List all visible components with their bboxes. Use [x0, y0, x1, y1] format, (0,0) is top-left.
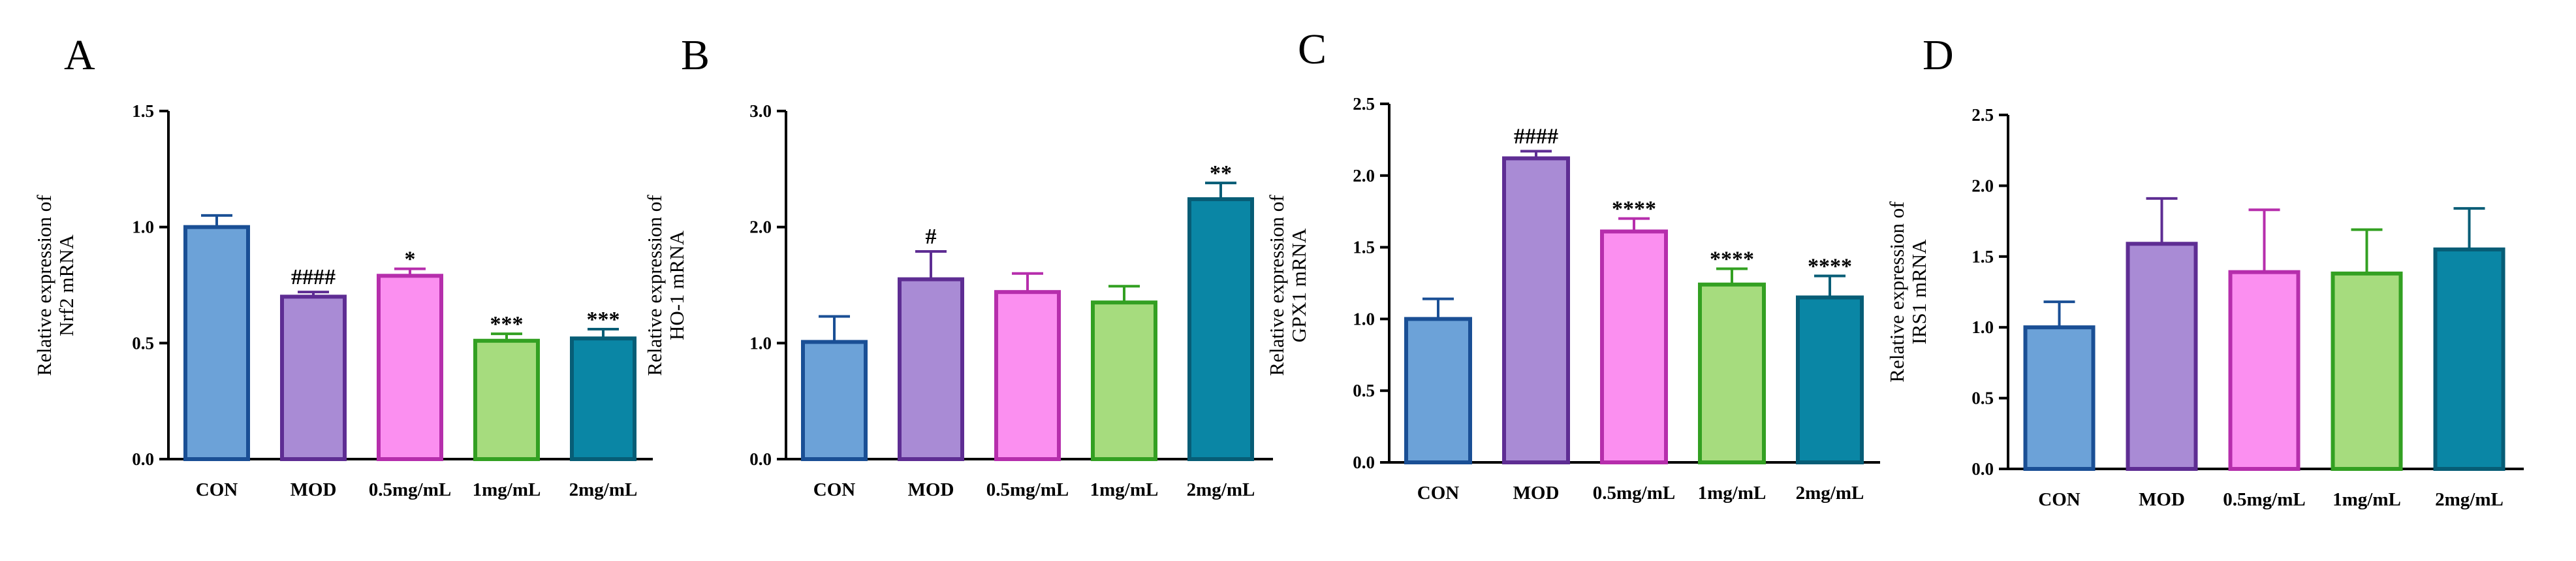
significance-label: **** — [1808, 255, 1852, 279]
x-tick-label: 2mg/mL — [1796, 483, 1864, 504]
panel-letter: C — [1298, 25, 1327, 73]
y-tick-label: 0.5 — [1971, 389, 1994, 408]
panel-b: B Relative expression ofHO-1 mRNA 0.0 1.0 2.… — [643, 31, 1273, 500]
y-tick-label: 1.0 — [1971, 317, 1994, 337]
significance-label: #### — [291, 265, 336, 289]
x-tick-label: 1mg/mL — [1698, 483, 1767, 504]
bar-1mg-ml — [473, 338, 540, 462]
panel-letter: D — [1923, 31, 1954, 79]
bar-0-5mg-ml — [2228, 270, 2301, 471]
y-axis-label-line: Nrf2 mRNA — [55, 234, 78, 336]
y-tick-label: 1.0 — [1353, 309, 1375, 329]
panel-c: C Relative expression ofGPX1 mRNA 0.0 0.5 1.… — [1265, 25, 1880, 504]
x-tick-label: 0.5mg/mL — [369, 479, 451, 500]
y-axis-label-line: Relative expression of — [643, 195, 666, 376]
bar-1mg-ml — [1091, 300, 1157, 461]
y-axis-label: Relative expression ofNrf2 mRNA — [33, 195, 78, 376]
bar-mod — [1502, 156, 1570, 464]
y-tick-label: 1.5 — [132, 101, 154, 121]
y-axis-label: Relative expression ofIRS1 mRNA — [1885, 201, 1930, 383]
panel-d: D Relative expression ofIRS1 mRNA 0.0 0.5 1.… — [1885, 31, 2524, 510]
bar-con — [183, 225, 250, 461]
y-tick-label: 2.5 — [1353, 94, 1375, 114]
panel-letter: B — [681, 31, 710, 79]
y-tick-label: 2.0 — [1353, 166, 1375, 185]
bar-0-5mg-ml — [994, 290, 1061, 461]
y-tick-label: 1.5 — [1353, 238, 1375, 257]
y-axis-label-line: Relative expression of — [33, 195, 55, 376]
bar-mod — [2126, 242, 2198, 471]
bar-mod — [280, 295, 347, 461]
bar-0-5mg-ml — [377, 274, 443, 461]
y-tick-label: 0.0 — [1971, 459, 1994, 479]
bar-2mg-ml — [1796, 295, 1864, 464]
significance-label: *** — [490, 312, 524, 336]
x-tick-label: CON — [2038, 489, 2081, 510]
x-tick-label: MOD — [908, 479, 954, 500]
bar-con — [2023, 325, 2096, 472]
y-tick-label: 2.0 — [1971, 176, 1994, 195]
y-axis-label-line: Relative expression of — [1265, 195, 1288, 376]
y-axis-label-line: GPX1 mRNA — [1287, 228, 1310, 342]
significance-label: **** — [1612, 197, 1656, 221]
y-tick-label: 0.5 — [132, 333, 154, 353]
y-tick-label: 2.5 — [1971, 105, 1994, 125]
bar-2mg-ml — [1187, 197, 1254, 461]
y-axis-label-line: Relative expression of — [1885, 201, 1908, 383]
x-tick-label: CON — [196, 479, 238, 500]
y-tick-label: 0.5 — [1353, 381, 1375, 400]
bar-0-5mg-ml — [1600, 229, 1668, 464]
y-tick-label: 0.0 — [749, 449, 772, 469]
y-axis-label-line: IRS1 mRNA — [1908, 239, 1930, 345]
panel-a: A Relative expression ofNrf2 mRNA 0.0 0.5 1.… — [33, 31, 653, 500]
significance-label: * — [405, 248, 416, 272]
x-tick-label: 0.5mg/mL — [1593, 483, 1675, 504]
x-tick-label: 2mg/mL — [1187, 479, 1255, 500]
x-tick-label: MOD — [291, 479, 337, 500]
y-tick-label: 0.0 — [1353, 453, 1375, 472]
y-axis-label-line: HO-1 mRNA — [665, 230, 688, 340]
y-axis-label: Relative expression ofGPX1 mRNA — [1265, 195, 1310, 376]
y-tick-label: 3.0 — [749, 101, 772, 121]
x-tick-label: MOD — [1513, 483, 1560, 504]
significance-label: # — [926, 225, 937, 249]
x-tick-label: 1mg/mL — [1090, 479, 1159, 500]
x-tick-label: CON — [1417, 483, 1460, 504]
bar-2mg-ml — [2433, 247, 2505, 471]
bar-1mg-ml — [1698, 282, 1766, 464]
x-tick-label: 1mg/mL — [2333, 489, 2401, 510]
y-tick-label: 0.0 — [132, 449, 154, 469]
significance-label: ** — [1210, 161, 1232, 185]
x-tick-label: 0.5mg/mL — [986, 479, 1069, 500]
significance-label: *** — [587, 308, 620, 332]
bar-1mg-ml — [2331, 271, 2403, 471]
x-tick-label: CON — [813, 479, 856, 500]
significance-label: **** — [1710, 248, 1754, 272]
bar-con — [801, 340, 868, 461]
y-tick-label: 1.5 — [1971, 247, 1994, 266]
y-tick-label: 2.0 — [749, 217, 772, 237]
bar-2mg-ml — [570, 336, 636, 462]
x-tick-label: 1mg/mL — [473, 479, 541, 500]
y-axis-label: Relative expression ofHO-1 mRNA — [643, 195, 688, 376]
bar-mod — [898, 277, 964, 461]
bar-con — [1404, 317, 1472, 464]
significance-label: #### — [1514, 124, 1558, 148]
x-tick-label: MOD — [2139, 489, 2185, 510]
y-tick-label: 1.0 — [132, 217, 154, 237]
y-tick-label: 1.0 — [749, 333, 772, 353]
x-tick-label: 0.5mg/mL — [2223, 489, 2305, 510]
x-tick-label: 2mg/mL — [2435, 489, 2504, 510]
panel-letter: A — [64, 31, 95, 79]
x-tick-label: 2mg/mL — [569, 479, 638, 500]
